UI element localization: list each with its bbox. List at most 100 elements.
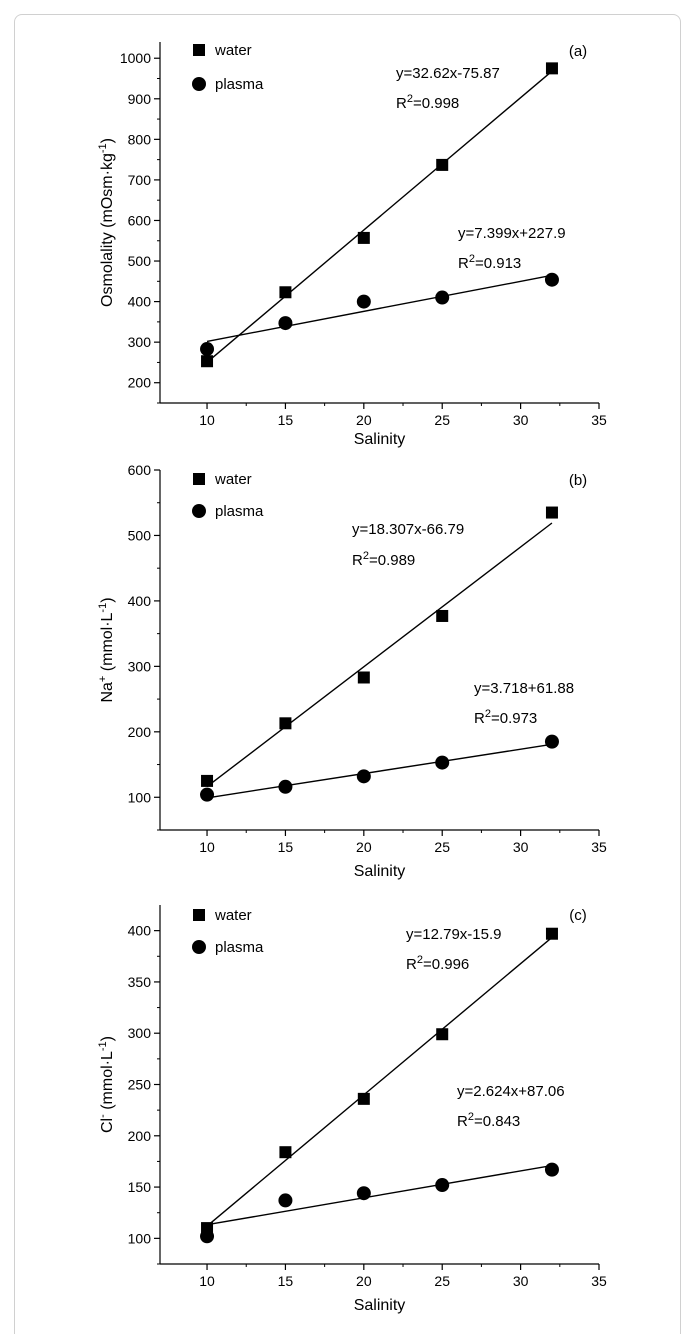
- chart-panel-c: 10 15 20 25 30 35 100 150 200 250 300 350 400 Salinit…: [97, 905, 607, 1314]
- data-point-plasma: [278, 1193, 293, 1208]
- legend-label-plasma: plasma: [215, 76, 264, 93]
- data-point-water: [279, 717, 292, 730]
- data-point-water: [545, 62, 558, 75]
- fit-line-plasma: [206, 1164, 553, 1226]
- r-squared-value: =0.913: [475, 255, 521, 272]
- data-point-plasma: [200, 1229, 215, 1244]
- x-tick-label: 20: [356, 412, 372, 428]
- y-tick-label: 600: [128, 462, 152, 478]
- y-tick-label: 900: [128, 91, 152, 107]
- y-axis-title-unit: (mmol·L: [99, 1051, 116, 1114]
- r-squared-value: =0.989: [369, 552, 415, 569]
- data-point-water: [279, 286, 292, 299]
- x-tick-label: 20: [356, 1273, 372, 1289]
- data-point-water: [357, 671, 370, 684]
- x-axis-title: Salinity: [354, 863, 406, 880]
- legend-circle-marker: [192, 940, 206, 954]
- fit-equation-water: y=32.62x-75.87: [396, 65, 500, 82]
- legend-circle-marker: [192, 77, 206, 91]
- figure-frame: [14, 14, 681, 1334]
- y-tick-label: 150: [128, 1179, 152, 1195]
- x-axis-title: Salinity: [354, 431, 406, 448]
- r-squared-superscript: 2: [485, 708, 491, 720]
- y-axis-title-end: ): [99, 597, 116, 602]
- data-point-water: [545, 927, 558, 940]
- x-tick-label: 35: [591, 412, 607, 428]
- data-point-plasma: [356, 1186, 371, 1201]
- y-axis-title-unit: (mmol·L: [99, 612, 116, 675]
- y-tick-label: 1000: [120, 50, 151, 66]
- y-tick-label: 500: [128, 527, 152, 543]
- y-axis-title: Osmolality (mOsm·kg-1): [97, 138, 116, 307]
- y-tick-label: 500: [128, 253, 152, 269]
- fit-equation-water: y=18.307x-66.79: [352, 521, 464, 538]
- data-point-plasma: [435, 290, 450, 305]
- y-axis-title-superscript: -1: [97, 143, 109, 153]
- y-tick-label: 600: [128, 212, 152, 228]
- x-tick-label: 20: [356, 839, 372, 855]
- data-point-water: [357, 231, 370, 244]
- r-squared-superscript: 2: [469, 253, 475, 265]
- y-tick-label: 200: [128, 1128, 152, 1144]
- r-squared-water: R2=0.996: [406, 954, 469, 973]
- x-tick-label: 25: [434, 839, 450, 855]
- data-point-plasma: [278, 316, 293, 331]
- legend-square-marker: [193, 473, 205, 485]
- y-tick-label: 250: [128, 1077, 152, 1093]
- y-axis-title-main: Osmolality (mOsm·kg: [99, 153, 116, 307]
- legend-label-plasma: plasma: [215, 503, 264, 520]
- legend-label-water: water: [214, 471, 252, 488]
- legend-square-marker: [193, 44, 205, 56]
- legend-label-water: water: [214, 907, 252, 924]
- y-axis-title-ion-superscript: -: [97, 1114, 109, 1118]
- data-point-plasma: [356, 769, 371, 784]
- y-axis-title-superscript: -1: [97, 603, 109, 613]
- data-point-water: [357, 1092, 370, 1105]
- data-point-water: [436, 1028, 449, 1041]
- y-tick-label: 100: [128, 1230, 152, 1246]
- y-axis-title-main: Cl: [99, 1118, 116, 1133]
- y-tick-label: 400: [128, 593, 152, 609]
- panel-label: (c): [569, 907, 587, 924]
- y-tick-label: 400: [128, 294, 152, 310]
- r-squared-value: =0.998: [413, 95, 459, 112]
- fit-line-water: [206, 936, 553, 1227]
- data-point-water: [201, 355, 214, 368]
- y-tick-label: 100: [128, 789, 152, 805]
- r-squared-base: R: [396, 95, 407, 112]
- data-point-plasma: [544, 272, 559, 287]
- y-tick-label: 200: [128, 724, 152, 740]
- y-tick-label: 700: [128, 172, 152, 188]
- fit-line-water: [206, 522, 553, 788]
- fit-line-plasma: [206, 274, 553, 343]
- fit-equation-plasma: y=3.718+61.88: [474, 680, 574, 697]
- legend-label-water: water: [214, 42, 252, 59]
- data-point-plasma: [544, 1162, 559, 1177]
- fit-line-plasma: [206, 743, 553, 799]
- y-tick-label: 350: [128, 974, 152, 990]
- x-tick-label: 30: [513, 839, 529, 855]
- r-squared-base: R: [458, 255, 469, 272]
- r-squared-superscript: 2: [417, 954, 423, 966]
- r-squared-superscript: 2: [407, 93, 413, 105]
- fit-line-water: [206, 70, 553, 363]
- r-squared-superscript: 2: [363, 550, 369, 562]
- r-squared-superscript: 2: [468, 1111, 474, 1123]
- panel-label: (b): [569, 472, 587, 489]
- x-tick-label: 10: [199, 839, 215, 855]
- x-tick-label: 15: [278, 839, 294, 855]
- legend-label-plasma: plasma: [215, 939, 264, 956]
- x-tick-label: 25: [434, 1273, 450, 1289]
- r-squared-plasma: R2=0.843: [457, 1111, 520, 1130]
- y-axis-title-ion-superscript: +: [97, 676, 109, 682]
- y-tick-label: 400: [128, 923, 152, 939]
- data-point-water: [436, 158, 449, 171]
- x-tick-label: 35: [591, 1273, 607, 1289]
- data-point-plasma: [356, 294, 371, 309]
- r-squared-plasma: R2=0.973: [474, 708, 537, 727]
- fit-equation-plasma: y=7.399x+227.9: [458, 225, 566, 242]
- data-point-plasma: [278, 779, 293, 794]
- r-squared-water: R2=0.989: [352, 550, 415, 569]
- y-axis-title-superscript: -1: [97, 1041, 109, 1051]
